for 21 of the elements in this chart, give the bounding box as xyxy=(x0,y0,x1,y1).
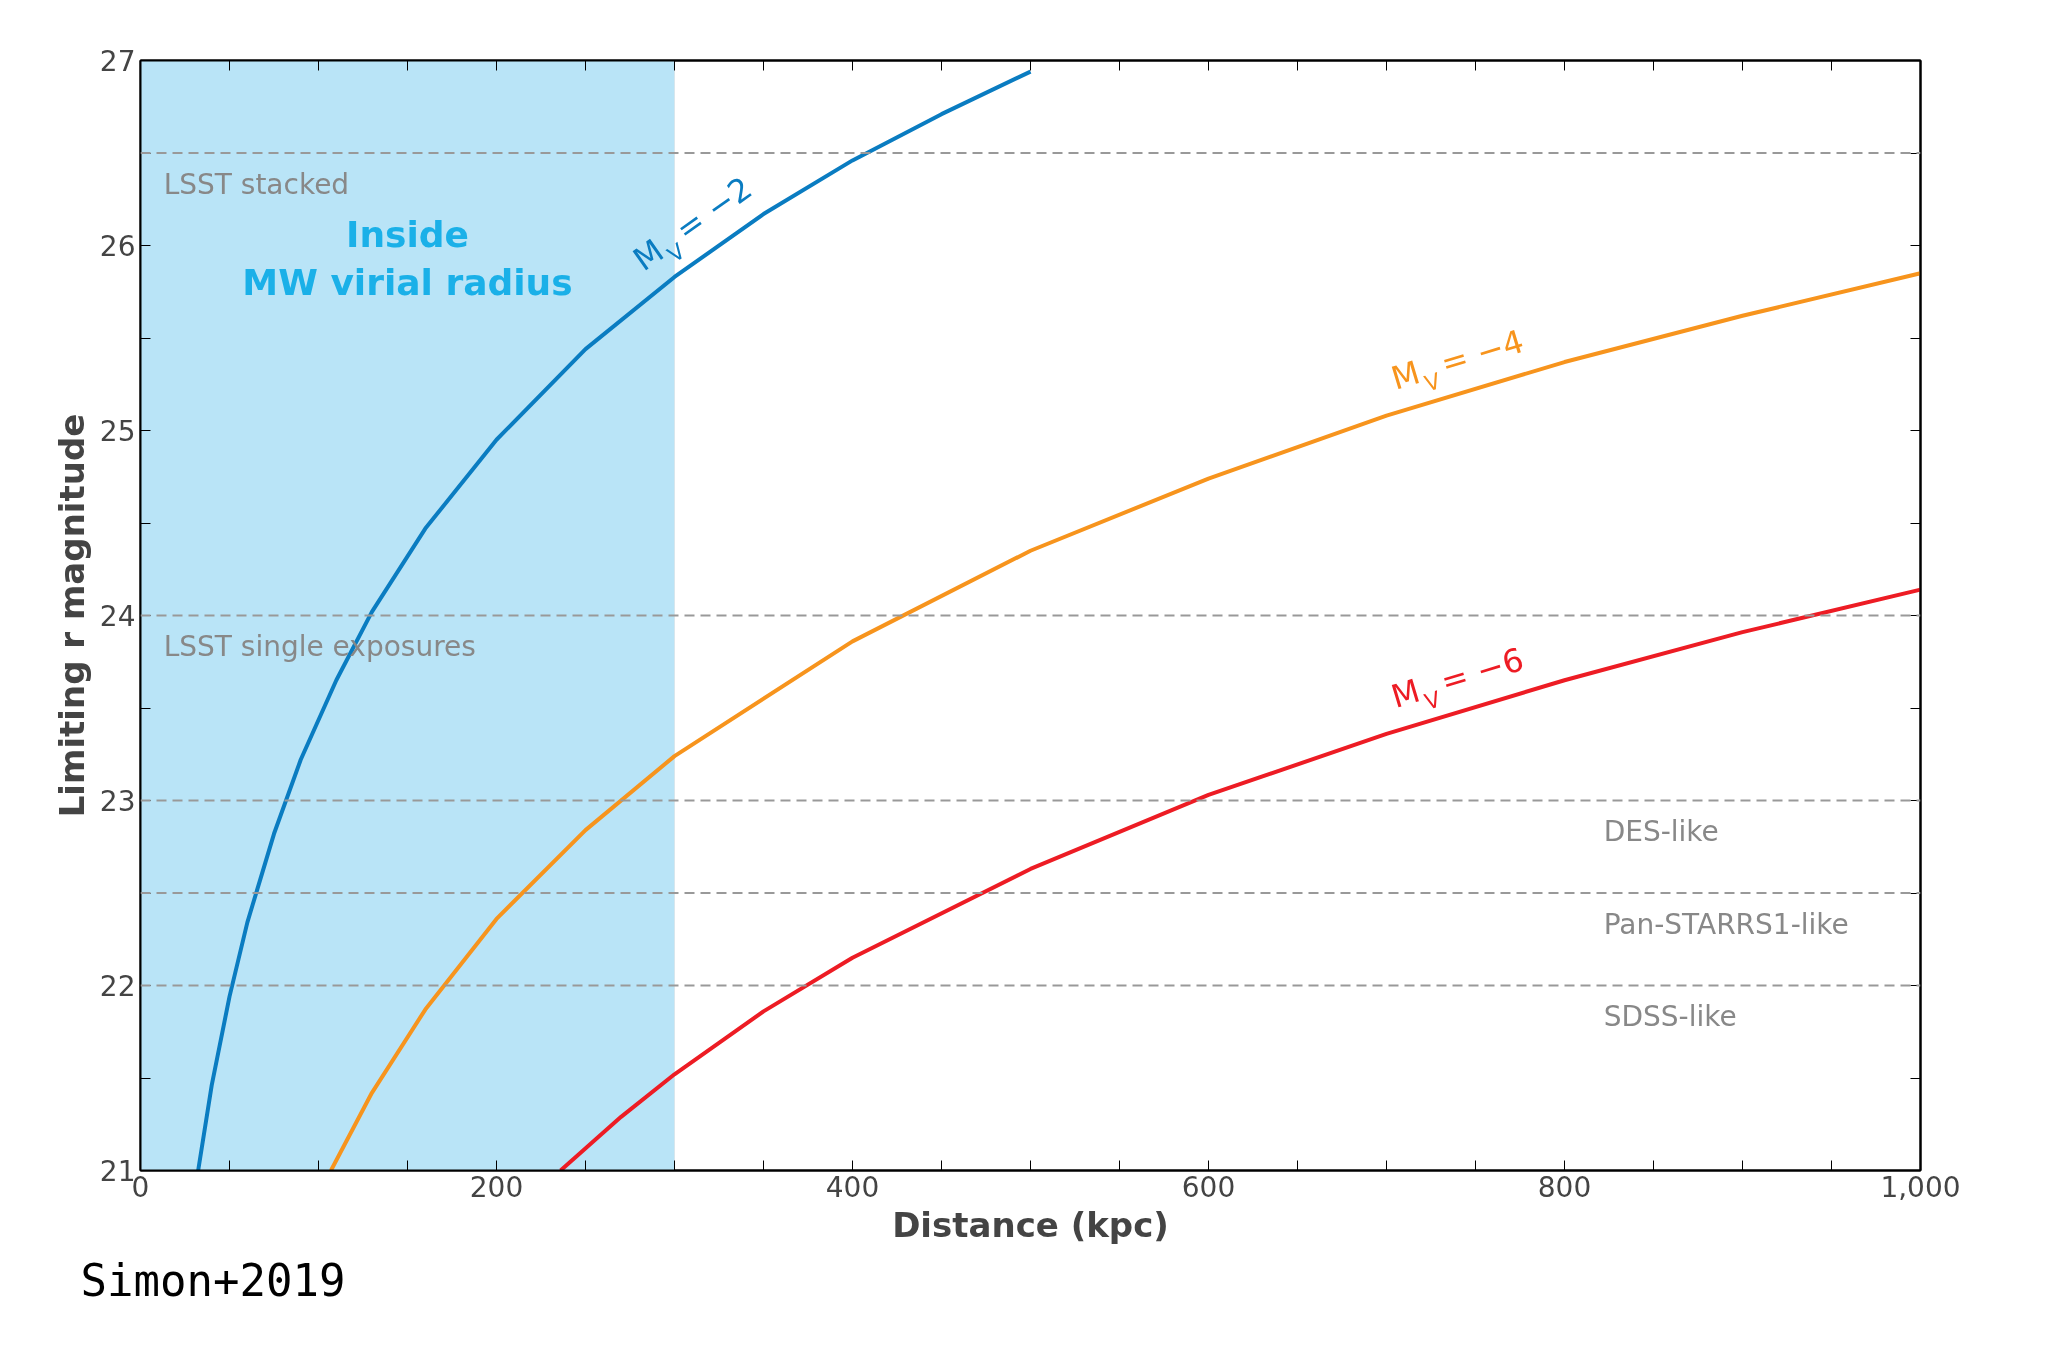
x-tick-label: 200 xyxy=(469,1170,524,1204)
text: MV = −6 xyxy=(1386,640,1528,716)
ref-line-label: LSST stacked xyxy=(163,167,350,201)
text: MV = −4 xyxy=(1386,322,1528,398)
ref-line-label: Pan-STARRS1-like xyxy=(1603,907,1849,941)
y-tick-label: 27 xyxy=(99,45,136,78)
ref-line-label: DES-like xyxy=(1603,815,1719,849)
y-axis-title: Limiting r magnitude xyxy=(51,413,92,818)
ref-line-label: SDSS-like xyxy=(1603,1000,1737,1034)
x-tick-label: 1,000 xyxy=(1880,1170,1961,1204)
y-tick-label: 23 xyxy=(99,785,136,818)
x-tick-label: 800 xyxy=(1537,1170,1592,1204)
y-tick-label: 24 xyxy=(99,600,136,633)
band-label: Inside MW virial radius xyxy=(242,213,573,303)
text: Simon+2019 xyxy=(80,1254,346,1306)
y-tick-label: 26 xyxy=(99,230,136,263)
y-tick-label: 25 xyxy=(99,415,136,448)
x-tick-label: 400 xyxy=(825,1170,880,1204)
x-axis-title: Distance (kpc) xyxy=(892,1204,1169,1245)
y-tick-label: 22 xyxy=(99,970,136,1003)
x-tick-label: 600 xyxy=(1181,1170,1236,1204)
